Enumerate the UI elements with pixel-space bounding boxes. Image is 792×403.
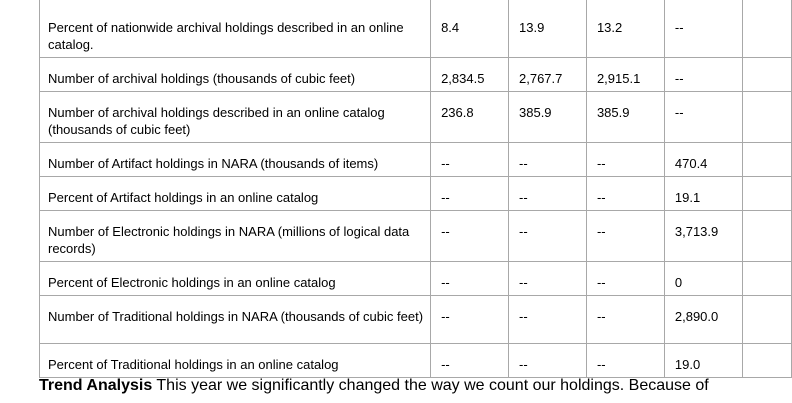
value-cell: -- (430, 295, 509, 344)
value-cell: 0 (663, 261, 743, 296)
value-cell (741, 57, 792, 92)
value-cell (741, 0, 792, 58)
value-cell: 2,915.1 (585, 57, 665, 92)
value-cell: -- (508, 176, 587, 211)
value-cell (741, 176, 792, 211)
value-cell: 236.8 (430, 91, 509, 143)
value-cell: -- (585, 295, 665, 344)
table-row: Number of Electronic holdings in NARA (m… (38, 210, 792, 262)
value-cell (741, 261, 792, 296)
value-cell (741, 295, 792, 344)
value-cell: -- (508, 261, 587, 296)
value-cell: -- (508, 295, 587, 344)
value-cell: 2,890.0 (663, 295, 743, 344)
value-cell: 3,713.9 (663, 210, 743, 262)
row-label: Percent of Artifact holdings in an onlin… (38, 176, 432, 211)
table-row: Percent of Artifact holdings in an onlin… (38, 176, 792, 211)
value-cell: 13.2 (585, 0, 665, 58)
table-row: Number of Artifact holdings in NARA (tho… (38, 142, 792, 177)
table-row: Percent of Electronic holdings in an onl… (38, 261, 792, 296)
value-cell: -- (585, 261, 665, 296)
row-label: Number of Traditional holdings in NARA (… (38, 295, 432, 344)
row-label: Number of archival holdings described in… (38, 91, 432, 143)
trend-analysis-text: This year we significantly changed the w… (152, 377, 709, 394)
value-cell: 385.9 (585, 91, 665, 143)
value-cell: -- (430, 261, 509, 296)
value-cell: -- (663, 57, 743, 92)
holdings-table-body: Percent of nationwide archival holdings … (38, 0, 792, 378)
value-cell (741, 142, 792, 177)
table-row: Percent of Traditional holdings in an on… (38, 343, 792, 378)
table-row: Number of archival holdings (thousands o… (38, 57, 792, 92)
value-cell: 13.9 (508, 0, 587, 58)
value-cell: -- (430, 210, 509, 262)
value-cell: -- (585, 343, 665, 378)
value-cell: 19.1 (663, 176, 743, 211)
row-label: Percent of nationwide archival holdings … (38, 0, 432, 58)
value-cell: -- (585, 176, 665, 211)
row-label: Number of Electronic holdings in NARA (m… (38, 210, 432, 262)
value-cell: -- (430, 176, 509, 211)
value-cell: 19.0 (663, 343, 743, 378)
value-cell: -- (508, 142, 587, 177)
value-cell (741, 210, 792, 262)
table-row: Percent of nationwide archival holdings … (38, 0, 792, 58)
row-label: Number of archival holdings (thousands o… (38, 57, 432, 92)
value-cell: -- (585, 210, 665, 262)
value-cell: 8.4 (430, 0, 509, 58)
value-cell: -- (508, 210, 587, 262)
row-label: Percent of Electronic holdings in an onl… (38, 261, 432, 296)
value-cell: 2,834.5 (430, 57, 509, 92)
holdings-table: Percent of nationwide archival holdings … (38, 0, 792, 378)
value-cell: 2,767.7 (508, 57, 587, 92)
value-cell: -- (585, 142, 665, 177)
row-label: Number of Artifact holdings in NARA (tho… (38, 142, 432, 177)
value-cell (741, 91, 792, 143)
value-cell: -- (663, 0, 743, 58)
row-label: Percent of Traditional holdings in an on… (38, 343, 432, 378)
value-cell: 385.9 (508, 91, 587, 143)
trend-analysis-heading: Trend Analysis (39, 377, 153, 394)
table-row: Number of Traditional holdings in NARA (… (38, 295, 792, 344)
trend-analysis-paragraph: Trend Analysis This year we significantl… (39, 376, 792, 396)
value-cell: 470.4 (663, 142, 743, 177)
value-cell: -- (663, 91, 743, 143)
value-cell (741, 343, 792, 378)
table-row: Number of archival holdings described in… (38, 91, 792, 143)
value-cell: -- (430, 343, 509, 378)
value-cell: -- (430, 142, 509, 177)
value-cell: -- (508, 343, 587, 378)
